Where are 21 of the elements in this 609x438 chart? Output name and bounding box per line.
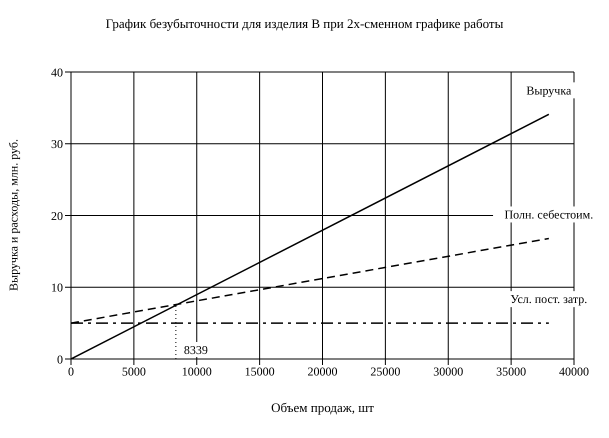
- chart-title: График безубыточности для изделия В при 2х-сменном графике работы: [104, 16, 504, 32]
- x-tick-label: 20000: [308, 364, 338, 379]
- x-tick-label: 25000: [370, 364, 400, 379]
- y-tick-label: 30: [51, 137, 63, 152]
- x-tick-label: 5000: [122, 364, 146, 379]
- series-label: Полн. себестоим.: [504, 207, 594, 222]
- x-tick-label: 15000: [244, 364, 275, 379]
- y-tick-label: 10: [51, 280, 63, 295]
- x-tick-label: 30000: [433, 364, 464, 379]
- x-tick-label: 10000: [182, 364, 212, 379]
- x-tick-label: 0: [68, 364, 74, 379]
- x-tick-label: 40000: [559, 364, 589, 379]
- x-axis-title: Объем продаж, шт: [270, 400, 375, 416]
- x-tick-label: 35000: [496, 364, 526, 379]
- series-label: Выручка: [526, 83, 572, 98]
- y-tick-label: 40: [51, 65, 63, 80]
- ref-line-label: 8339: [184, 343, 208, 357]
- y-axis-title: Выручка и расходы, млн. руб.: [6, 139, 22, 291]
- y-tick-label: 20: [51, 208, 63, 223]
- series-label: Усл. пост. затр.: [510, 292, 588, 306]
- y-tick-label: 0: [57, 352, 63, 366]
